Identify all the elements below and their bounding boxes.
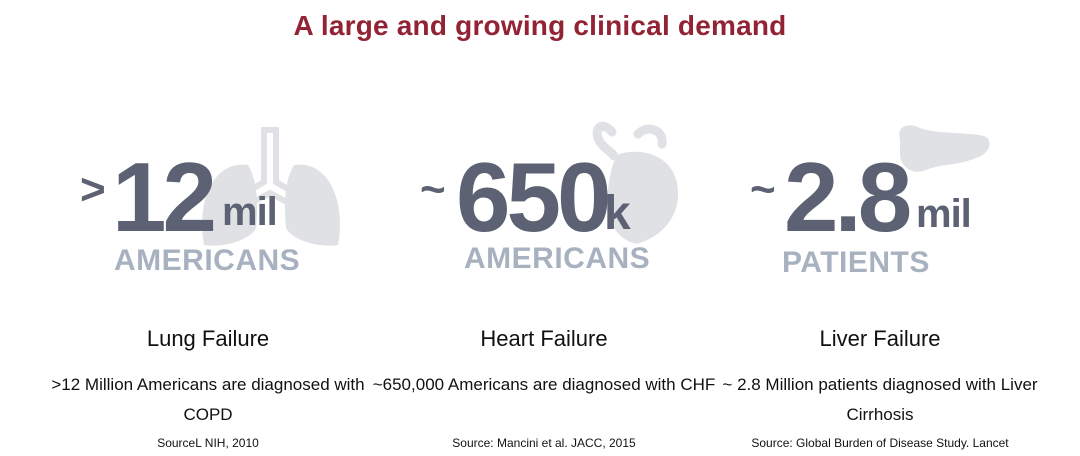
heart-failure-heading: Heart Failure xyxy=(480,326,608,351)
stat-prefix: ~ xyxy=(750,165,776,214)
liver-icon xyxy=(700,120,1060,290)
stat-sublabel: AMERICANS xyxy=(464,242,651,275)
stat-value: 2.8 xyxy=(784,142,912,252)
stat-unit: k xyxy=(604,187,631,240)
lungs-icon xyxy=(28,120,388,290)
heart-icon xyxy=(364,120,724,290)
heart-failure-description: ~650,000 Americans are diagnosed with CH… xyxy=(372,375,716,394)
liver-stat: ~ 2.8 mil PATIENTS xyxy=(700,148,1060,298)
lung-failure-source: SourceL NIH, 2010 xyxy=(157,436,259,450)
stat-prefix: ~ xyxy=(420,165,446,214)
stat-value: 650 xyxy=(456,142,612,252)
stat-sublabel: PATIENTS xyxy=(782,246,930,279)
stat-unit: mil xyxy=(222,190,278,234)
stat-prefix: > xyxy=(80,165,106,214)
stat-unit: mil xyxy=(916,192,972,236)
lung-stat: > 12 mil AMERICANS xyxy=(28,148,388,298)
liver-failure-source: Source: Global Burden of Disease Study. … xyxy=(751,436,1009,450)
page-title: A large and growing clinical demand xyxy=(293,10,787,41)
heart-stat: ~ 650 k AMERICANS xyxy=(364,148,724,298)
lung-failure-column: > 12 mil AMERICANS Lung Failure >12 Mill… xyxy=(28,120,388,456)
lung-failure-heading: Lung Failure xyxy=(146,326,270,351)
heart-failure-column: ~ 650 k AMERICANS Heart Failure ~650,000… xyxy=(364,120,724,456)
liver-failure-description: ~ 2.8 Million patients diagnosed with Li… xyxy=(722,375,1038,424)
stat-value: 12 xyxy=(112,142,217,252)
liver-failure-column: ~ 2.8 mil PATIENTS Liver Failure ~ 2.8 M… xyxy=(700,120,1060,456)
lung-failure-description: >12 Million Americans are diagnosed with… xyxy=(51,375,365,424)
stat-sublabel: AMERICANS xyxy=(114,244,301,277)
heart-failure-source: Source: Mancini et al. JACC, 2015 xyxy=(452,436,636,450)
liver-failure-heading: Liver Failure xyxy=(819,326,941,351)
